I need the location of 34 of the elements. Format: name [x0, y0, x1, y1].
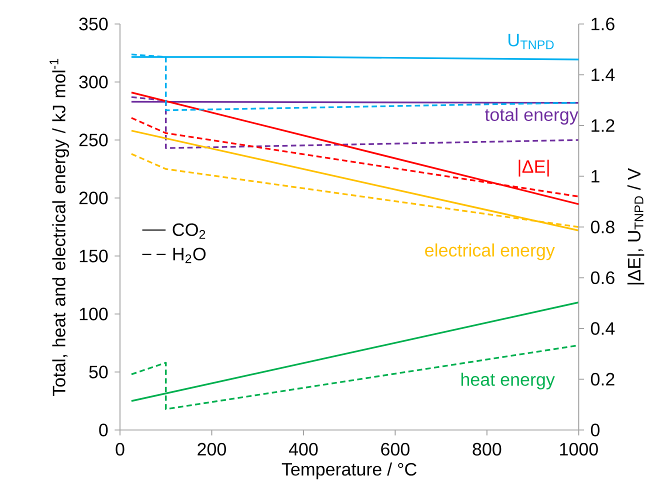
x-tick-label: 600: [381, 442, 410, 456]
series-label: electrical energy: [425, 243, 555, 260]
y2-tick-label: 0.8: [590, 220, 614, 234]
annotation: H$_{2}$O: [173, 248, 206, 264]
x-tick-label: 1000: [560, 442, 598, 456]
y-tick-label: 50: [89, 366, 108, 378]
x-tick-label: 200: [198, 442, 226, 456]
y-tick-label: 300: [79, 76, 108, 88]
y2-axis-title: |ΔE|, U$_{TNPD}$ / V: [627, 168, 644, 284]
x-tick-label: 0: [116, 442, 124, 456]
series-label: U$_{TNPD}$: [508, 34, 554, 50]
y-tick-label: 100: [80, 308, 108, 320]
y2-tick-label: 1: [592, 170, 600, 182]
y2-tick-label: 0: [590, 424, 600, 436]
y2-tick-label: 0.4: [590, 322, 615, 335]
y-axis-title: Total, heat and electrical energy / kJ mol$^{-1}$: [50, 58, 69, 396]
y-tick-label: 0: [99, 424, 108, 436]
y2-tick-label: 0.2: [590, 372, 614, 386]
series-label: |ΔE|: [518, 160, 549, 177]
text: heat energy: [461, 372, 555, 390]
y-tick-label: 150: [80, 250, 108, 262]
line-series: [130, 96, 580, 149]
y2-tick-label: 1.2: [592, 119, 614, 132]
annotation: CO$_{2}$: [172, 223, 206, 239]
y-tick-label: 200: [79, 192, 108, 204]
x-tick-label: 400: [288, 442, 318, 456]
x-axis-title: Temperature / °C: [282, 462, 417, 480]
y-tick-label: 250: [79, 134, 108, 146]
x-tick-label: 800: [472, 442, 502, 456]
y2-tick-label: 1.4: [592, 68, 615, 81]
y-tick-label: 350: [79, 18, 108, 30]
y2-tick-label: 1.6: [592, 18, 614, 30]
y2-tick-label: 0.6: [590, 271, 614, 284]
series-label: total energy: [484, 108, 578, 125]
